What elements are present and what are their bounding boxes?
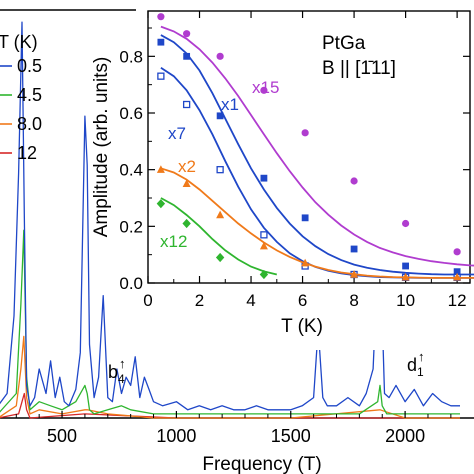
marker-x2: [182, 179, 191, 188]
inset-x-tick-label: 8: [349, 291, 358, 310]
marker-x15: [157, 13, 165, 21]
legend-label: 8.0: [17, 114, 42, 134]
main-x-tick-label: 1000: [156, 426, 196, 446]
inset-x-tick-label: 0: [143, 291, 152, 310]
marker-x2: [350, 270, 359, 278]
marker-x12: [156, 199, 166, 209]
main-x-axis-label: Frequency (T): [202, 454, 321, 474]
peak-arrow: ↑: [418, 349, 425, 364]
inset-x-axis-label: T (K): [281, 316, 323, 337]
inset-x-tick-label: 12: [448, 291, 467, 310]
legend-label: 0.5: [17, 56, 42, 76]
inset-x-tick-label: 4: [246, 291, 255, 310]
marker-x1: [216, 112, 224, 120]
marker-x2: [216, 210, 225, 219]
inset-background: [136, 0, 474, 350]
legend-label: 4.5: [17, 85, 42, 105]
marker-x1: [402, 262, 409, 270]
marker-x7: [260, 231, 268, 239]
main-x-tick-label: 1500: [271, 426, 311, 446]
spectrum-line-8_0: [0, 335, 460, 419]
series-label-x7: x7: [168, 124, 186, 143]
marker-x15: [301, 129, 309, 137]
marker-x12: [182, 218, 191, 229]
marker-x7: [216, 166, 224, 174]
inset-y-tick-label: 0.2: [119, 217, 143, 236]
inset-x-tick-label: 10: [396, 291, 415, 310]
fit-curve-x1: [160, 34, 474, 276]
marker-x7: [157, 72, 165, 80]
marker-x2: [401, 272, 410, 281]
series-label-x1: x1: [221, 95, 239, 114]
marker-x2: [259, 241, 268, 250]
legend-title: T (K): [0, 32, 38, 52]
inset-title: PtGa: [322, 33, 366, 54]
fit-curve-x15: [160, 25, 474, 267]
marker-x15: [260, 86, 268, 94]
marker-x15: [453, 248, 461, 256]
fit-curve-x2: [160, 167, 474, 279]
marker-x7: [182, 100, 191, 109]
marker-x1: [260, 174, 268, 182]
inset-frame: [147, 10, 471, 284]
inset-y-tick-label: 0.8: [119, 47, 143, 66]
marker-x1: [350, 245, 358, 253]
marker-x12: [259, 269, 269, 280]
marker-x15: [402, 219, 410, 228]
series-label-x15: x15: [252, 78, 279, 97]
inset-x-tick-label: 2: [195, 291, 204, 310]
inset-y-tick-label: 0.4: [119, 161, 143, 180]
series-label-x12: x12: [160, 232, 187, 251]
series-label-x2: x2: [178, 157, 196, 176]
marker-x15: [183, 30, 191, 38]
legend-label: 12: [17, 143, 37, 163]
marker-x1: [157, 38, 165, 46]
marker-x2: [301, 258, 310, 267]
inset-subtitle: B || [1̄11]: [322, 58, 396, 79]
marker-x15: [350, 177, 358, 185]
inset-y-axis-label: Amplitude (arb. units): [91, 57, 112, 238]
fit-curve-x12: [160, 197, 278, 276]
main-x-tick-label: 2000: [385, 426, 425, 446]
marker-x2: [453, 272, 462, 281]
marker-x1: [183, 52, 191, 60]
marker-x15: [216, 52, 224, 60]
inset-x-tick-label: 6: [298, 291, 307, 310]
marker-x1: [301, 214, 309, 222]
inset-y-tick-label: 0.6: [119, 104, 143, 123]
marker-x2: [156, 165, 165, 173]
inset-y-tick-label: 0.0: [119, 274, 143, 293]
marker-x12: [215, 252, 225, 263]
marker-x1: [453, 268, 461, 276]
peak-label-b4: b4: [108, 362, 125, 386]
main-x-tick-label: 500: [47, 426, 77, 446]
peak-label-d1: d1: [407, 355, 424, 379]
peak-arrow: ↑: [119, 356, 126, 371]
